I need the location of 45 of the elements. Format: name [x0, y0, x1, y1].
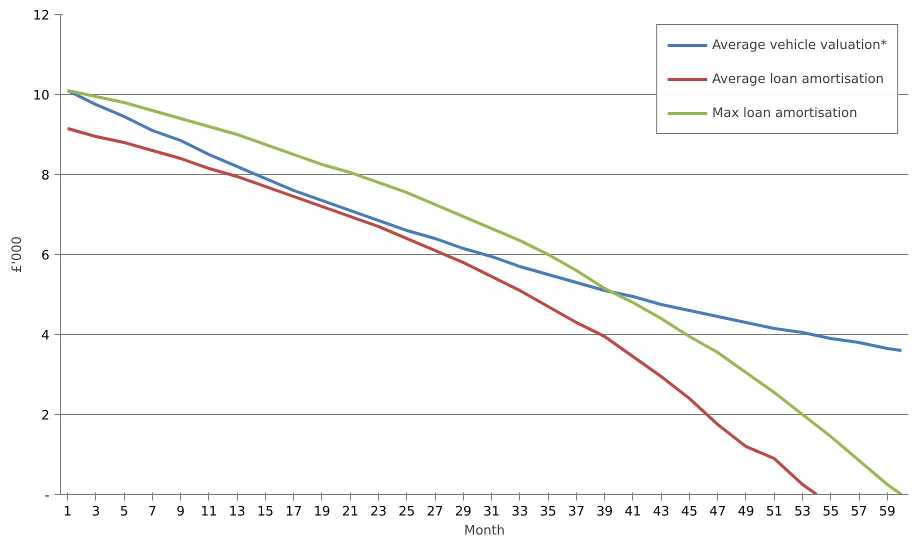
x-tick-label: 35 — [540, 504, 556, 520]
x-tick-label: 11 — [200, 504, 218, 520]
x-tick-label: 17 — [285, 504, 302, 520]
x-tick-label: 55 — [822, 504, 840, 520]
line-series — [66, 127, 818, 494]
x-tick-label: 43 — [652, 504, 670, 520]
legend-label: Average vehicle valuation* — [712, 38, 887, 52]
y-tick-label: 8 — [41, 168, 50, 184]
y-tick-label: 6 — [41, 248, 50, 264]
x-tick-label: 19 — [314, 504, 330, 520]
legend-label: Average loan amortisation — [712, 72, 884, 86]
x-tick-label: 41 — [624, 504, 642, 520]
x-tick-label: 21 — [342, 504, 359, 520]
y-tick-label: 4 — [41, 328, 50, 344]
y-axis-title: £'000 — [10, 236, 25, 273]
x-tick-label: 27 — [426, 504, 444, 520]
y-tick-label: 10 — [32, 88, 50, 104]
x-tick-label: 39 — [596, 504, 613, 520]
x-tick-label: 3 — [92, 504, 100, 520]
x-tick-label: 37 — [568, 504, 585, 520]
x-tick-label: 45 — [681, 504, 698, 520]
x-tick-label: 57 — [850, 504, 868, 520]
x-tick-label: 53 — [794, 504, 811, 520]
x-tick-label: 47 — [709, 504, 726, 520]
legend-label: Max loan amortisation — [712, 106, 858, 120]
x-tick-label: 49 — [738, 504, 754, 520]
x-tick-label: 1 — [63, 504, 72, 520]
x-tick-label: 59 — [879, 504, 896, 520]
x-axis-title: Month — [464, 524, 505, 538]
y-tick-label: 12 — [32, 8, 50, 24]
x-tick-label: 33 — [512, 504, 528, 520]
x-tick-label: 7 — [148, 504, 157, 520]
line-series — [66, 89, 903, 352]
x-tick-label: 31 — [483, 504, 500, 520]
line-series — [66, 89, 903, 494]
y-tick-label: - — [44, 488, 50, 504]
x-tick-label: 51 — [766, 504, 783, 520]
x-tick-label: 15 — [257, 504, 274, 520]
x-tick-label: 25 — [398, 504, 416, 520]
x-tick-label: 29 — [455, 504, 472, 520]
x-tick-label: 5 — [120, 504, 128, 520]
x-tick-label: 13 — [228, 504, 246, 520]
x-tick-label: 9 — [176, 504, 185, 520]
x-tick-label: 23 — [370, 504, 387, 520]
y-tick-label: 2 — [41, 408, 50, 424]
